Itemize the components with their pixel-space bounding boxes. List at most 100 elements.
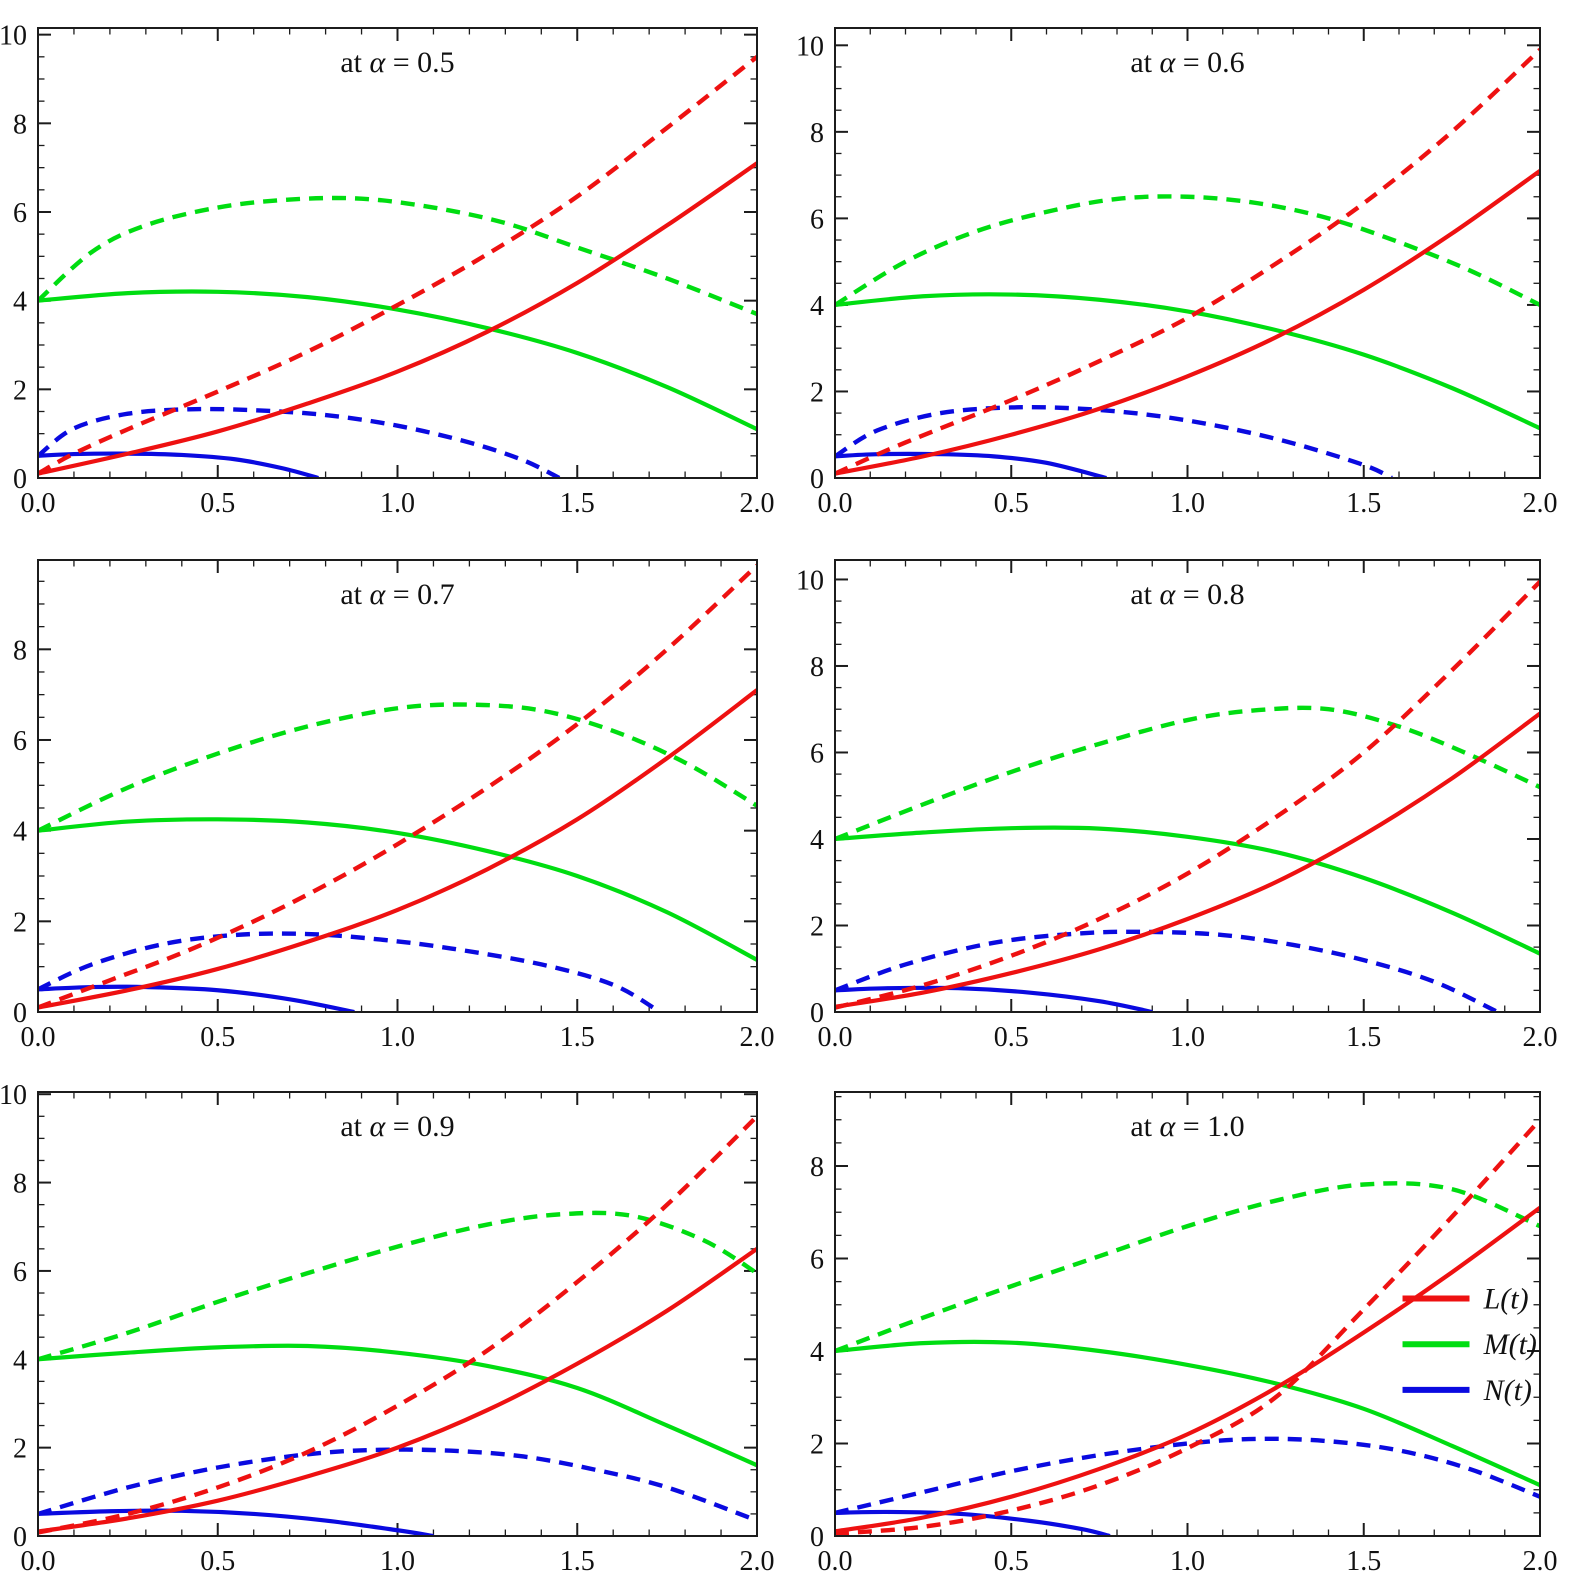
x-tick-label: 2.0 — [1523, 488, 1558, 519]
x-tick-label: 1.5 — [1346, 1546, 1381, 1577]
y-tick-label: 4 — [13, 287, 27, 318]
y-tick-label: 10 — [0, 1080, 27, 1111]
y-tick-labels: 0 2 4 6 8 10 — [796, 31, 824, 495]
legend-entry-M: M(t) — [1402, 1328, 1537, 1361]
y-tick-label: 0 — [13, 1522, 27, 1553]
y-tick-label: 10 — [796, 565, 824, 596]
y-tick-labels: 0 2 4 6 8 10 — [796, 565, 824, 1029]
axis-ticks — [37, 560, 758, 1013]
subplot-title: at α = 0.6 — [1130, 46, 1244, 79]
subplot-alpha-0-8: 0.0 0.5 1.0 1.5 2.0 0 2 4 6 8 10 at α = 0.8 — [796, 559, 1558, 1053]
curves — [38, 1114, 757, 1536]
x-tick-label: 0.0 — [21, 1022, 56, 1053]
curve-L-solid — [38, 688, 757, 1010]
x-tick-label: 2.0 — [740, 1022, 775, 1053]
x-tick-label: 1.0 — [380, 1546, 415, 1577]
y-tick-labels: 0 2 4 6 8 — [13, 635, 27, 1029]
y-tick-label: 8 — [13, 109, 27, 140]
curve-L-dashed — [835, 580, 1540, 1010]
y-tick-label: 2 — [810, 1430, 824, 1461]
legend-entry-N: N(t) — [1402, 1374, 1532, 1407]
x-tick-label: 2.0 — [1523, 1546, 1558, 1577]
y-tick-label: 2 — [13, 375, 27, 406]
x-tick-label: 0.0 — [818, 1546, 853, 1577]
x-tick-label: 1.5 — [560, 1546, 595, 1577]
legend: L(t) M(t) N(t) — [1402, 1282, 1537, 1407]
curve-N-dashed — [38, 931, 662, 1012]
x-tick-label: 1.5 — [1346, 488, 1381, 519]
curve-M-solid — [38, 289, 757, 432]
y-tick-labels: 0 2 4 6 8 — [810, 1152, 824, 1553]
x-tick-label: 0.0 — [21, 1546, 56, 1577]
curve-M-solid — [835, 292, 1540, 431]
curve-N-solid — [835, 1509, 1111, 1536]
subplot-cell-alpha-0-5: 0.0 0.5 1.0 1.5 2.0 0 2 4 6 8 10 at α = 0.5 — [0, 0, 795, 529]
x-tick-label: 1.0 — [1170, 488, 1205, 519]
curve-L-dashed — [38, 55, 757, 476]
y-tick-label: 0 — [13, 998, 27, 1029]
x-tick-label: 1.5 — [560, 488, 595, 519]
x-tick-labels: 0.0 0.5 1.0 1.5 2.0 — [818, 1022, 1558, 1053]
y-tick-label: 0 — [13, 464, 27, 495]
subplot-title: at α = 1.0 — [1130, 1110, 1244, 1143]
axis-ticks — [834, 1092, 1541, 1537]
legend-label-M: M(t) — [1483, 1328, 1537, 1361]
subplot-cell-alpha-0-9: 0.0 0.5 1.0 1.5 2.0 0 2 4 6 8 10 at α = 0.9 — [0, 1058, 795, 1586]
y-tick-label: 2 — [13, 907, 27, 938]
plot-frame — [37, 1091, 758, 1537]
y-tick-label: 4 — [13, 817, 27, 848]
x-tick-labels: 0.0 0.5 1.0 1.5 2.0 — [21, 1022, 775, 1053]
curve-L-dashed — [38, 563, 757, 1010]
subplot-title: at α = 0.8 — [1130, 578, 1244, 611]
y-tick-label: 10 — [796, 31, 824, 62]
y-tick-label: 4 — [810, 825, 824, 856]
axis-ticks — [834, 28, 1541, 479]
x-tick-label: 1.0 — [380, 1022, 415, 1053]
x-tick-label: 2.0 — [740, 488, 775, 519]
y-tick-label: 2 — [810, 377, 824, 408]
curve-N-dashed — [835, 404, 1393, 478]
x-tick-label: 0.5 — [200, 488, 235, 519]
subplot-title: at α = 0.9 — [340, 1110, 454, 1143]
y-tick-label: 4 — [810, 291, 824, 322]
curve-M-solid — [835, 1339, 1540, 1488]
axis-ticks — [37, 1092, 758, 1537]
x-tick-label: 0.5 — [994, 1022, 1029, 1053]
curve-N-solid — [38, 451, 319, 478]
y-tick-label: 6 — [13, 1257, 27, 1288]
subplot-title: at α = 0.5 — [340, 46, 454, 79]
curve-L-dashed — [835, 1118, 1540, 1536]
curve-N-dashed — [38, 406, 561, 478]
subplot-alpha-0-9: 0.0 0.5 1.0 1.5 2.0 0 2 4 6 8 10 at α = 0.9 — [0, 1080, 775, 1577]
x-tick-label: 1.0 — [1170, 1546, 1205, 1577]
curve-M-solid — [38, 1343, 757, 1468]
y-tick-labels: 0 2 4 6 8 10 — [0, 21, 27, 495]
x-tick-labels: 0.0 0.5 1.0 1.5 2.0 — [818, 488, 1558, 519]
x-tick-label: 2.0 — [740, 1546, 775, 1577]
plot-frame — [834, 1091, 1541, 1537]
plot-frame — [37, 559, 758, 1013]
y-tick-label: 6 — [13, 198, 27, 229]
y-tick-label: 8 — [13, 635, 27, 666]
x-tick-label: 0.0 — [818, 1022, 853, 1053]
subplot-alpha-0-7: 0.0 0.5 1.0 1.5 2.0 0 2 4 6 8 at α = 0.7 — [13, 559, 775, 1053]
y-tick-label: 8 — [13, 1169, 27, 1200]
curve-N-dashed — [835, 929, 1499, 1012]
y-tick-label: 2 — [810, 911, 824, 942]
x-tick-labels: 0.0 0.5 1.0 1.5 2.0 — [21, 1546, 775, 1577]
y-tick-label: 0 — [810, 998, 824, 1029]
curve-L-dashed — [38, 1114, 757, 1535]
x-tick-label: 0.5 — [200, 1546, 235, 1577]
subplot-alpha-0-6: 0.0 0.5 1.0 1.5 2.0 0 2 4 6 8 10 at α = 0.6 — [796, 27, 1558, 519]
y-tick-label: 4 — [13, 1345, 27, 1376]
curve-L-solid — [835, 169, 1540, 476]
subplot-title: at α = 0.7 — [340, 578, 454, 611]
subplot-cell-alpha-1-0: 0.0 0.5 1.0 1.5 2.0 0 2 4 6 8 at α = 1.0 L(t) M(t) N(… — [795, 1058, 1590, 1586]
x-tick-label: 0.5 — [994, 488, 1029, 519]
curves — [38, 563, 757, 1012]
curves — [835, 1118, 1540, 1536]
subplot-alpha-0-5: 0.0 0.5 1.0 1.5 2.0 0 2 4 6 8 10 at α = 0.5 — [0, 21, 775, 519]
y-tick-labels: 0 2 4 6 8 10 — [0, 1080, 27, 1553]
curve-L-solid — [38, 161, 757, 476]
